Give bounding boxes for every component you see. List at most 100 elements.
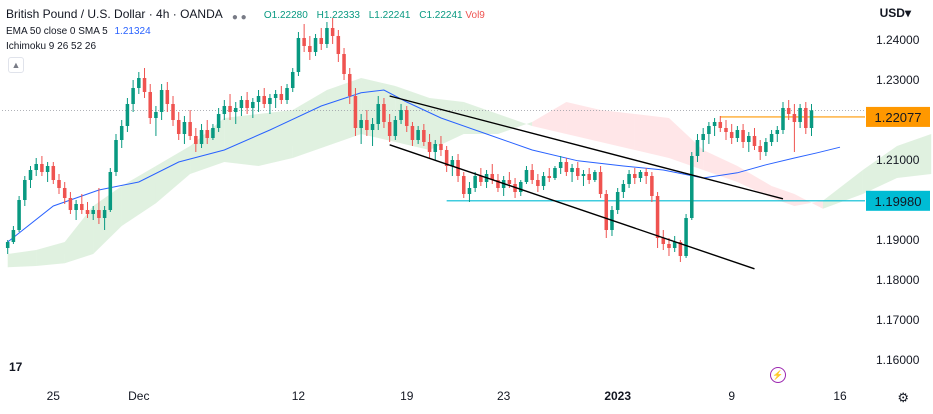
candle-body — [786, 108, 791, 114]
candle-body — [690, 156, 694, 218]
candle-body — [205, 130, 209, 138]
cloud-segment — [600, 110, 635, 150]
candle-body — [268, 98, 272, 104]
cloud-segment — [668, 118, 704, 170]
candle — [553, 166, 557, 180]
ichimoku-indicator-legend[interactable]: Ichimoku 9 26 52 26 — [6, 41, 96, 52]
x-tick-label: 25 — [47, 389, 61, 403]
ema-indicator-legend[interactable]: EMA 50 close 0 SMA 5 1.21324 — [6, 26, 151, 37]
candle-body — [724, 128, 728, 132]
cloud-segment — [7, 250, 37, 268]
candle — [148, 84, 152, 124]
x-tick-label: 16 — [833, 389, 847, 403]
cloud-segment — [190, 118, 225, 174]
cloud-segment — [121, 166, 156, 226]
candle-body — [433, 144, 438, 152]
candle — [330, 18, 335, 44]
candle-body — [342, 54, 346, 74]
candle — [781, 102, 785, 134]
lightning-icon[interactable]: ⚡ — [770, 367, 786, 383]
candle — [91, 206, 95, 220]
candle-body — [804, 108, 808, 128]
candle — [707, 122, 711, 144]
candle-body — [256, 96, 261, 102]
x-tick-label: 9 — [728, 389, 735, 403]
candle — [165, 82, 170, 112]
candle-body — [781, 108, 785, 130]
gear-icon[interactable]: ⚙ — [897, 390, 909, 405]
candle — [490, 164, 495, 184]
candle — [541, 172, 546, 190]
ema-indicator-label: EMA 50 close 0 SMA 5 — [6, 26, 108, 37]
candle-body — [17, 200, 21, 230]
cloud-segment — [36, 242, 65, 266]
candle — [775, 126, 780, 142]
candle — [74, 200, 78, 220]
more-dots-icon[interactable]: ● ● — [231, 12, 247, 24]
candle-body — [62, 188, 67, 198]
symbol-title[interactable]: British Pound / U.S. Dollar · 4h · OANDA — [6, 7, 223, 21]
y-tick-label: 1.19000 — [876, 233, 920, 247]
candle-body — [593, 172, 597, 180]
candle-body — [741, 130, 745, 142]
candle — [650, 172, 654, 202]
currency-selector[interactable]: USD▾ — [880, 6, 911, 20]
candle-body — [347, 74, 352, 96]
candle — [524, 166, 529, 184]
candle-body — [621, 184, 626, 192]
candle — [684, 214, 688, 258]
candle — [171, 96, 175, 126]
candle — [182, 116, 187, 144]
candle — [764, 138, 768, 156]
candle — [97, 188, 101, 224]
y-tick-label: 1.18000 — [876, 273, 920, 287]
price-labels: 1.22077 1.19980 — [866, 106, 930, 211]
candle-body — [131, 88, 135, 104]
candle-body — [114, 140, 118, 172]
price-axis[interactable]: 1.24000 1.23000 1.21000 1.19000 1.18000 1.170… — [876, 33, 920, 367]
candle-body — [553, 168, 557, 178]
candle-body — [416, 130, 420, 140]
candle-body — [809, 110, 814, 128]
chevron-up-icon[interactable]: ▲ — [8, 57, 24, 73]
candle-body — [239, 100, 244, 108]
candle-body — [655, 196, 660, 238]
tradingview-logo-text: 17 — [9, 360, 23, 374]
candle-body — [393, 120, 398, 136]
candle — [245, 92, 249, 114]
candle-body — [125, 104, 130, 126]
candle — [262, 88, 266, 108]
close-value: C1.22241 — [419, 10, 463, 21]
candle-body — [222, 106, 227, 114]
time-axis[interactable]: 25 Dec 12 19 23 2023 9 16 — [47, 389, 847, 403]
candle-body — [34, 164, 38, 170]
candle-body — [661, 238, 666, 244]
tradingview-logo[interactable]: 17 — [9, 360, 22, 374]
candle — [729, 124, 734, 144]
candle — [427, 134, 432, 158]
candle — [256, 90, 261, 112]
candle — [194, 128, 198, 152]
candle-body — [80, 204, 84, 210]
candle — [655, 192, 660, 248]
candle — [741, 124, 745, 148]
candle — [40, 156, 44, 176]
candle-body — [576, 168, 580, 176]
candle — [222, 100, 227, 120]
candle — [410, 122, 415, 146]
cloud-segment — [258, 110, 293, 166]
candle — [353, 88, 358, 136]
candle-body — [108, 172, 113, 210]
candle-body — [216, 114, 221, 128]
candle-body — [450, 160, 455, 166]
candle-body — [701, 134, 705, 140]
cloud-segment — [155, 146, 191, 204]
candle-body — [382, 104, 386, 122]
cloud-segment — [292, 90, 327, 158]
candle — [80, 194, 84, 214]
candle — [547, 168, 552, 182]
cloud-segment — [497, 114, 533, 134]
candle — [473, 172, 477, 192]
candle — [68, 192, 73, 214]
